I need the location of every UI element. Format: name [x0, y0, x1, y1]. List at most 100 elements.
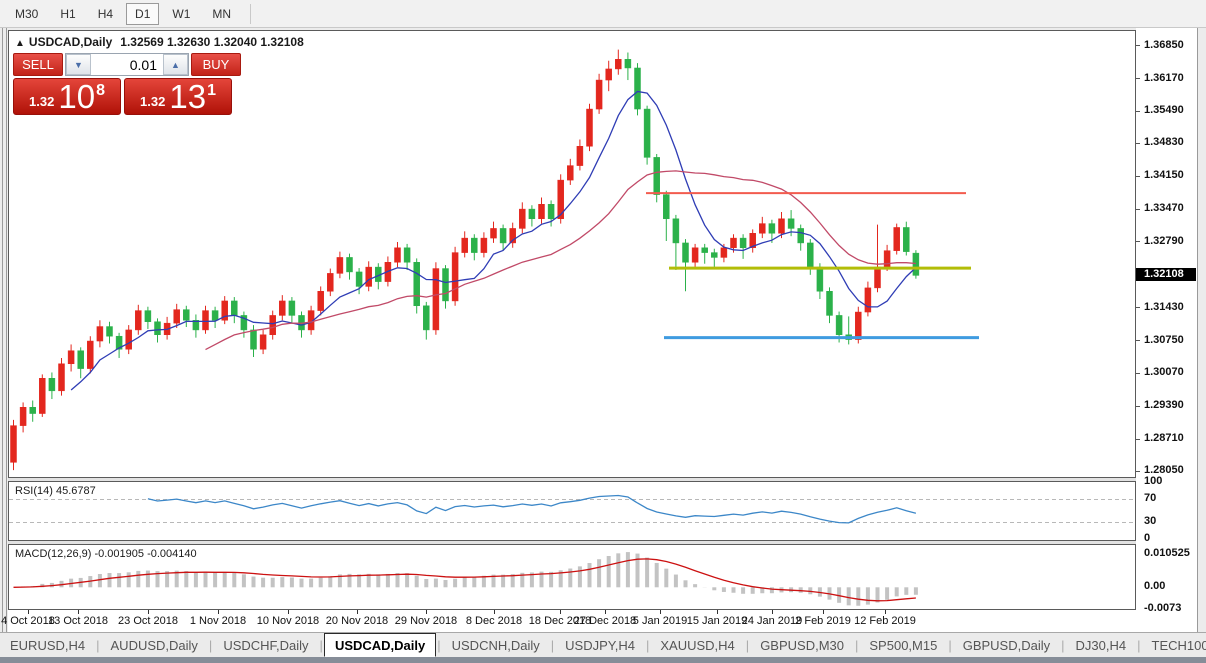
- macd-axis-label: 0.010525: [1144, 547, 1190, 560]
- timeframe-button-mn[interactable]: MN: [212, 6, 232, 21]
- tab-separator: |: [948, 638, 952, 653]
- date-axis-tick: [660, 610, 661, 614]
- timeframe-button-d1[interactable]: D1: [126, 2, 160, 25]
- pane-splitter[interactable]: [8, 478, 1136, 481]
- chart-title: ▲ USDCAD,Daily 1.32569 1.32630 1.32040 1.3…: [15, 35, 304, 49]
- chart-tab-xauusd-h4[interactable]: XAUUSD,H4: [660, 638, 735, 653]
- date-axis-tick: [148, 610, 149, 614]
- rsi-label: RSI(14) 45.6787: [15, 485, 96, 497]
- date-axis-tick: [717, 610, 718, 614]
- price-axis-label: 1.35490: [1144, 104, 1184, 117]
- price-axis-tick: [1136, 405, 1140, 407]
- ask-price-pips: 13: [169, 78, 207, 115]
- price-axis-label: 1.36850: [1144, 38, 1184, 51]
- macd-axis-label: 0.00: [1144, 579, 1166, 592]
- candlestick-chart-canvas[interactable]: [9, 31, 1135, 477]
- current-price-tag: 1.32108: [1136, 267, 1196, 281]
- pane-splitter[interactable]: [8, 541, 1136, 544]
- timeframe-toolbar: M30 H1 H4 D1 W1 MN: [0, 0, 1206, 28]
- price-axis-tick: [1136, 78, 1140, 80]
- macd-label: MACD(12,26,9) -0.001905 -0.004140: [15, 548, 197, 560]
- price-axis-label: 1.36170: [1144, 71, 1184, 84]
- timeframe-button-w1[interactable]: W1: [172, 6, 191, 21]
- ask-price-button[interactable]: 1.32 13 1: [124, 78, 232, 115]
- date-axis-tick: [605, 610, 606, 614]
- price-axis-label: 1.28050: [1144, 464, 1184, 477]
- volume-decrease-button[interactable]: ▼: [66, 54, 91, 75]
- chart-tab-dj30-h4[interactable]: DJ30,H4: [1075, 638, 1127, 653]
- timeframe-button-h4[interactable]: H4: [97, 6, 114, 21]
- date-axis-tick: [494, 610, 495, 614]
- macd-chart-canvas: [13, 552, 918, 606]
- bid-price-button[interactable]: 1.32 10 8: [13, 78, 121, 115]
- rsi-axis-label: 70: [1144, 492, 1157, 504]
- price-axis-tick: [1136, 241, 1140, 243]
- date-axis-tick: [823, 610, 824, 614]
- date-axis-label: 1 Nov 2018: [189, 615, 247, 627]
- window-left-frame: [0, 28, 8, 632]
- price-axis-tick: [1136, 110, 1140, 112]
- date-axis-tick: [357, 610, 358, 614]
- chart-window: ▲ USDCAD,Daily 1.32569 1.32630 1.32040 1.3…: [0, 28, 1206, 663]
- chevron-down-icon: ▼: [74, 59, 83, 70]
- date-axis-label: 15 Jan 2019: [686, 615, 748, 627]
- chart-ohlc-quotes: 1.32569 1.32630 1.32040 1.32108: [120, 35, 304, 49]
- chevron-up-icon: ▲: [171, 59, 180, 70]
- tab-separator: |: [96, 638, 100, 653]
- macd-indicator-pane[interactable]: MACD(12,26,9) -0.001905 -0.004140: [8, 544, 1136, 610]
- date-axis-tick: [288, 610, 289, 614]
- chart-tab-usdjpy-h4[interactable]: USDJPY,H4: [565, 638, 635, 653]
- timeframe-button-m30[interactable]: M30: [15, 6, 39, 21]
- date-axis-label: 2 Feb 2019: [795, 615, 851, 627]
- sell-button[interactable]: SELL: [13, 53, 63, 76]
- tab-separator: |: [319, 638, 323, 653]
- date-axis-label: 12 Feb 2019: [854, 615, 916, 627]
- date-axis-label: 13 Oct 2018: [48, 615, 108, 627]
- chart-symbol-period: USDCAD,Daily: [28, 35, 113, 49]
- timeframe-button-h1[interactable]: H1: [60, 6, 76, 21]
- date-axis-tick: [78, 610, 79, 614]
- price-axis-label: 1.28710: [1144, 432, 1184, 445]
- chart-tab-tech100-h1[interactable]: TECH100,H1: [1151, 638, 1206, 653]
- window-right-edge: [1197, 28, 1198, 632]
- price-axis-tick: [1136, 372, 1140, 374]
- price-axis-tick: [1136, 142, 1140, 144]
- rsi-axis-label: 100: [1144, 474, 1163, 487]
- tab-separator: |: [550, 638, 555, 653]
- volume-input[interactable]: 0.01: [91, 54, 163, 75]
- chart-tab-gbpusd-m30[interactable]: GBPUSD,M30: [760, 638, 844, 653]
- chart-tab-gbpusd-daily[interactable]: GBPUSD,Daily: [962, 638, 1051, 653]
- date-axis-label: 27 Dec 2018: [573, 615, 637, 627]
- chart-tab-eurusd-h4[interactable]: EURUSD,H4: [10, 638, 86, 653]
- chart-tab-usdcad-daily[interactable]: USDCAD,Daily: [323, 632, 437, 657]
- collapse-panel-icon[interactable]: ▲: [15, 38, 25, 49]
- date-axis-label: 23 Oct 2018: [118, 615, 178, 627]
- price-axis-tick: [1136, 438, 1140, 440]
- chart-tab-audusd-daily[interactable]: AUDUSD,Daily: [110, 638, 198, 653]
- bid-price-prefix: 1.32: [29, 94, 55, 109]
- tab-separator: |: [855, 638, 859, 653]
- tab-separator: |: [645, 638, 650, 653]
- bid-price-point: 8: [96, 82, 105, 99]
- rsi-axis-label: 30: [1144, 515, 1157, 527]
- price-chart-pane[interactable]: ▲ USDCAD,Daily 1.32569 1.32630 1.32040 1.3…: [8, 30, 1136, 478]
- rsi-indicator-pane[interactable]: RSI(14) 45.6787: [8, 481, 1136, 541]
- date-axis-label: 18 Dec 2018: [528, 615, 592, 627]
- bottom-window-strip: [0, 657, 1206, 663]
- chart-tab-sp500-m15[interactable]: SP500,M15: [869, 638, 938, 653]
- price-axis-label: 1.32790: [1144, 234, 1184, 247]
- rsi-axis-label: 0: [1144, 532, 1151, 545]
- chart-tab-usdchf-daily[interactable]: USDCHF,Daily: [223, 638, 309, 653]
- price-axis-label: 1.30750: [1144, 333, 1184, 346]
- rsi-chart-canvas: [9, 494, 1135, 524]
- chart-tab-bar: EURUSD,H4 | AUDUSD,Daily | USDCHF,Daily | USDC…: [0, 632, 1206, 658]
- date-axis: 4 Oct 2018 13 Oct 2018 23 Oct 2018 1 Nov 20…: [1, 610, 1136, 632]
- toolbar-separator: [250, 3, 252, 24]
- date-axis-label: 20 Nov 2018: [325, 615, 389, 627]
- price-axis-label: 1.29390: [1144, 399, 1184, 412]
- chart-tab-usdcnh-daily[interactable]: USDCNH,Daily: [451, 638, 540, 653]
- date-axis-tick: [28, 610, 29, 614]
- buy-button[interactable]: BUY: [191, 53, 241, 76]
- volume-increase-button[interactable]: ▲: [163, 54, 188, 75]
